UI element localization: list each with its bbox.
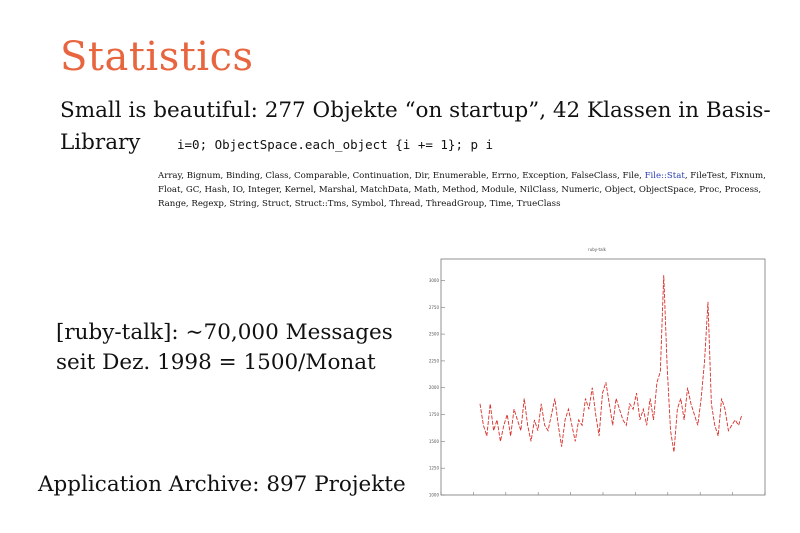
class-list-part2: , FileTest, Fixnum, Float, GC, Hash, IO,… [158, 171, 766, 209]
ruby-talk-stats: [ruby-talk]: ∼70,000 Messages seit Dez. … [56, 318, 393, 378]
y-tick-label: 1250 [429, 466, 440, 471]
series-line [479, 275, 743, 453]
code-snippet: i=0; ObjectSpace.each_object {i += 1}; p… [177, 137, 494, 152]
y-tick-label: 1750 [429, 412, 440, 417]
y-tick-label: 1000 [429, 493, 440, 498]
ruby-talk-messages: [ruby-talk]: ∼70,000 Messages [56, 320, 393, 345]
chart-y-axis: 1000 1250 1500 1750 2000 2250 2500 2750 3000 [429, 278, 445, 498]
ruby-talk-chart: ruby-talk 1000 1250 1500 1750 2000 2250 2500 27… [429, 247, 766, 498]
chart-title: ruby-talk [588, 247, 607, 252]
application-archive: Application Archive: 897 Projekte [38, 472, 406, 497]
objects-summary: Small is beautiful: 277 Objekte “on star… [60, 98, 771, 123]
y-tick-label: 2500 [429, 332, 440, 337]
y-tick-label: 1500 [429, 439, 440, 444]
slide-title: Statistics [60, 34, 254, 80]
y-tick-label: 2000 [429, 385, 440, 390]
chart-x-axis [440, 492, 766, 495]
ruby-talk-rate: seit Dez. 1998 = 1500/Monat [56, 350, 376, 375]
chart-series [479, 275, 743, 453]
chart-frame [440, 258, 766, 496]
class-list-file-stat: File::Stat [644, 171, 685, 181]
class-list-part1: Array, Bignum, Binding, Class, Comparabl… [158, 171, 645, 181]
objects-summary-continued: Library [60, 130, 141, 155]
y-tick-label: 2750 [429, 305, 440, 310]
y-tick-label: 3000 [429, 278, 440, 283]
class-list: Array, Bignum, Binding, Class, Comparabl… [158, 169, 778, 211]
y-tick-label: 2250 [429, 358, 440, 363]
